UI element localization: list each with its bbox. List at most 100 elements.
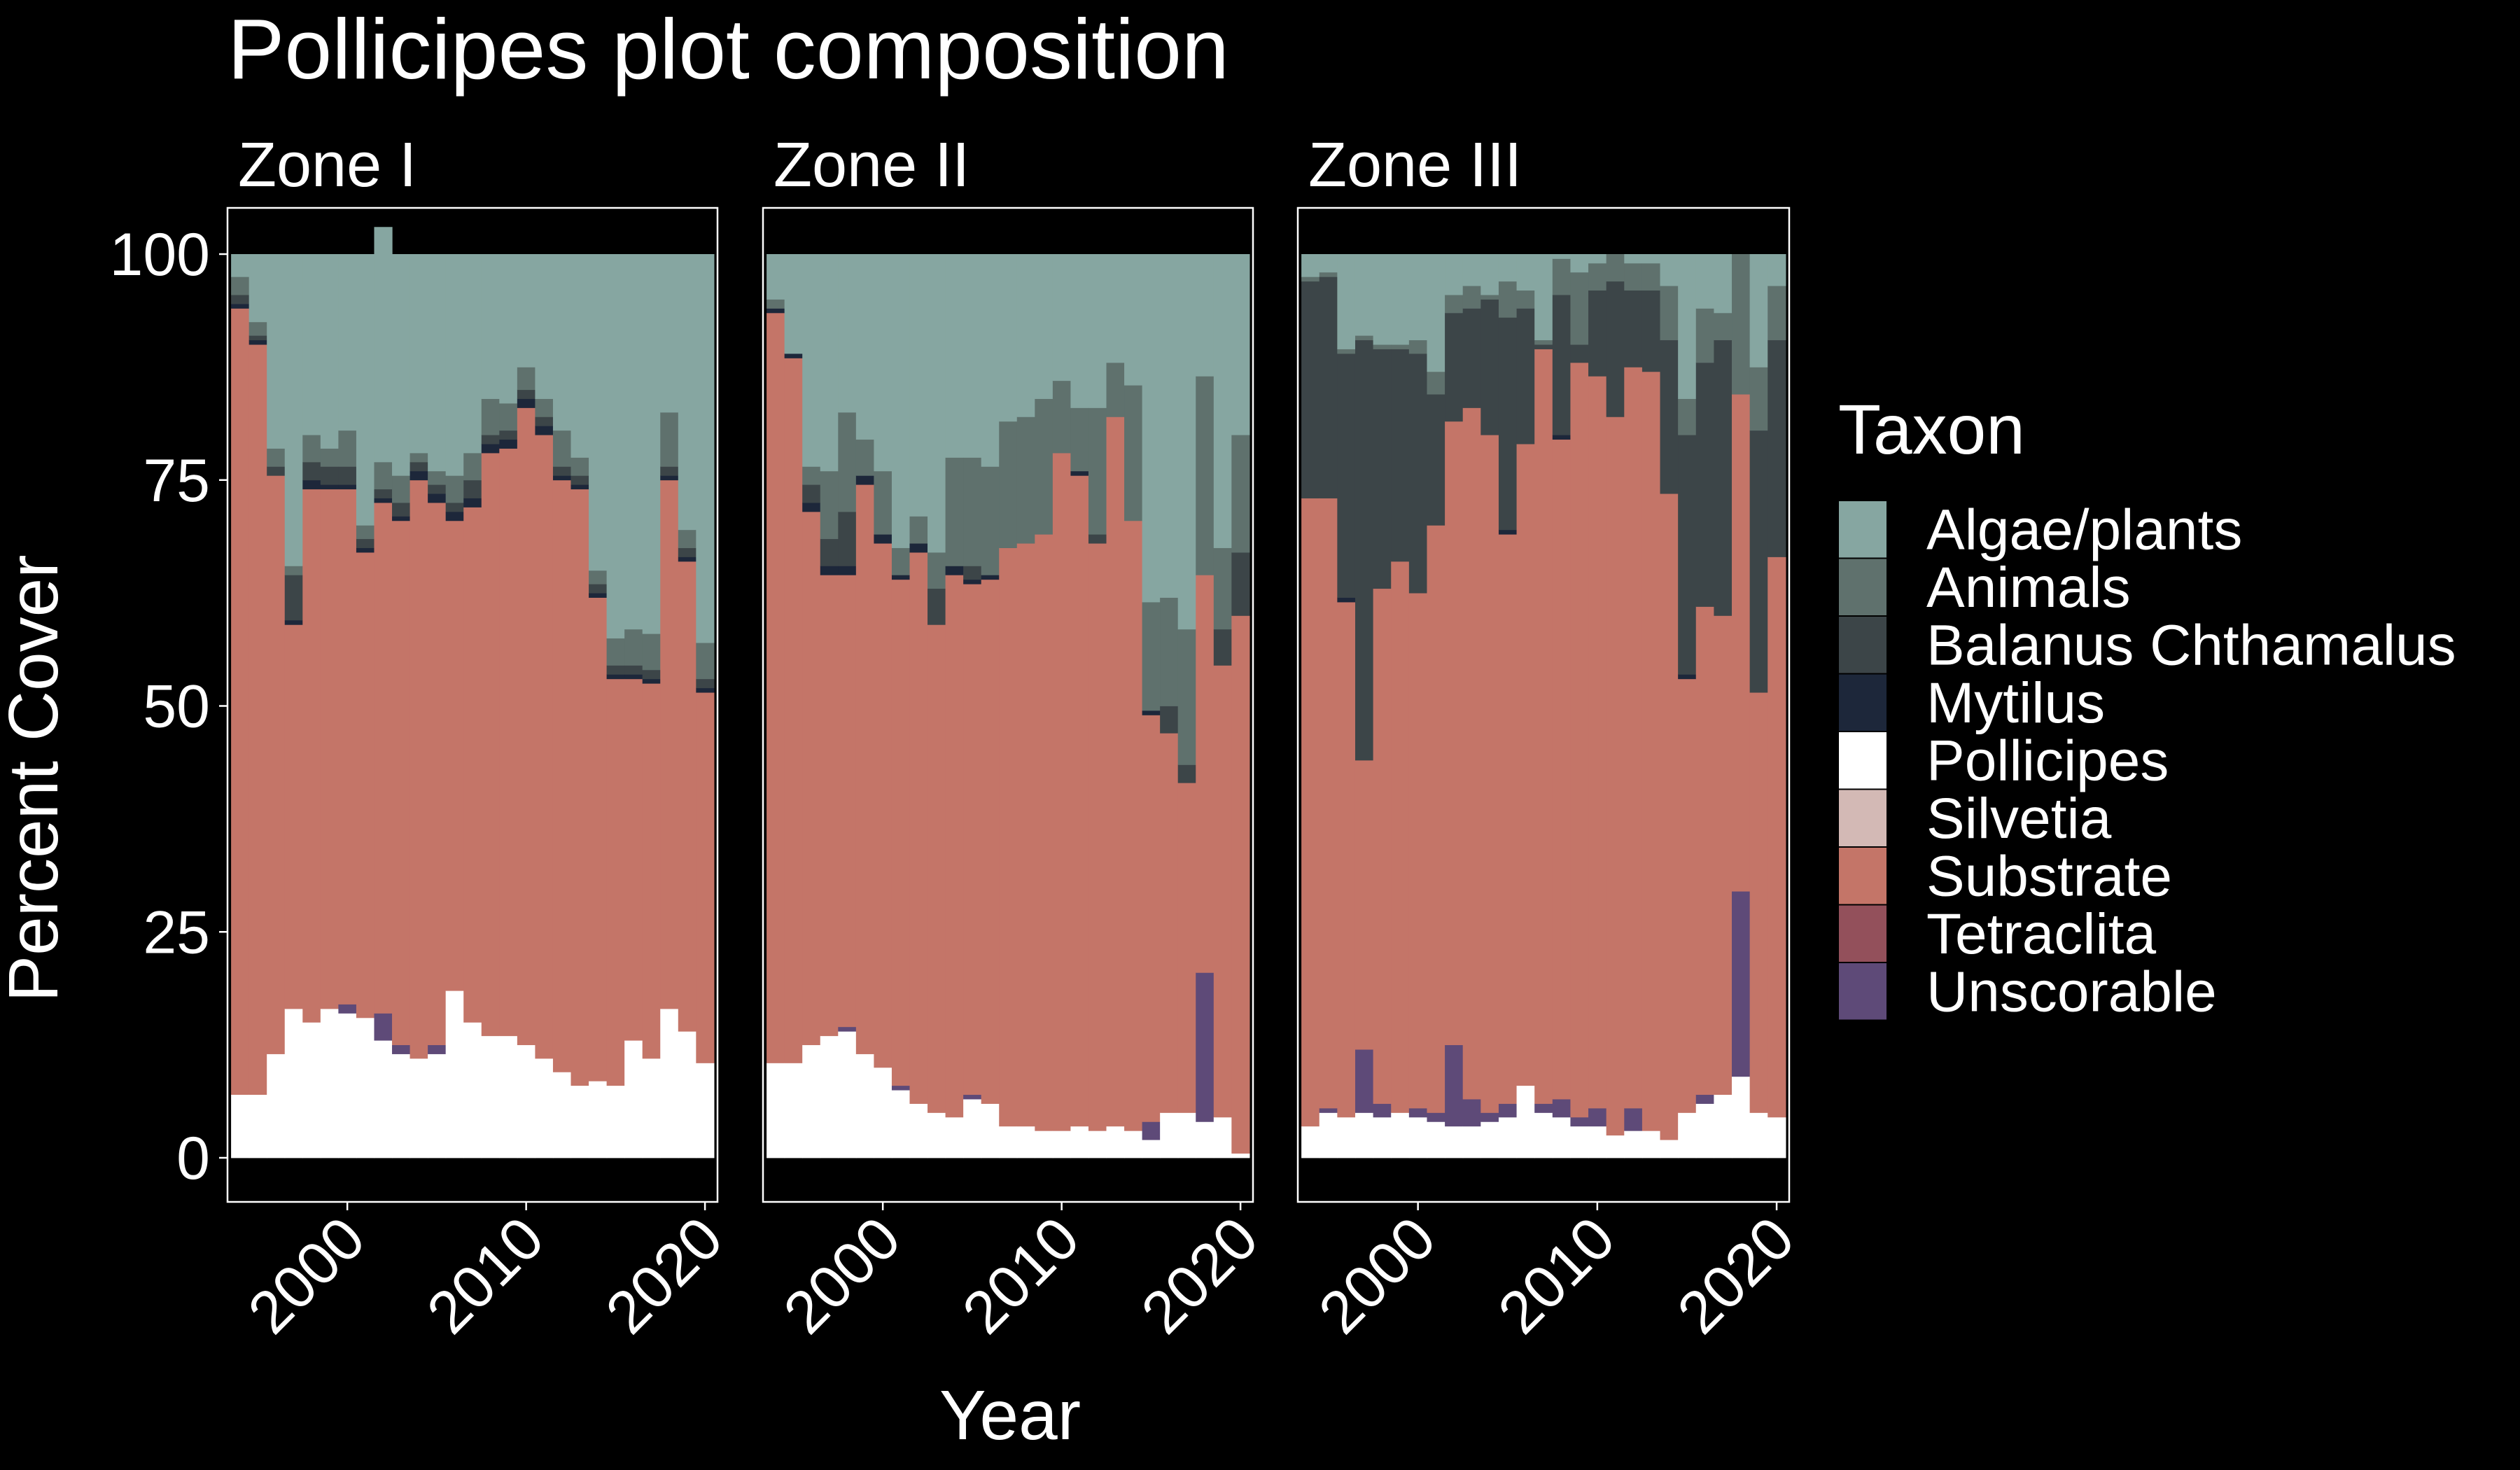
bar-segment xyxy=(1354,340,1374,761)
bar-segment xyxy=(410,453,428,463)
bar-segment xyxy=(1642,371,1661,1131)
bar-segment xyxy=(678,1031,696,1158)
bar-segment xyxy=(499,439,518,449)
bar-segment xyxy=(1213,547,1232,630)
bar-segment xyxy=(1319,1107,1338,1113)
bar-segment xyxy=(1606,416,1625,1136)
bar-segment xyxy=(392,1044,411,1054)
bar-segment xyxy=(642,254,661,634)
bar-segment xyxy=(1660,340,1679,494)
legend-label: Algae/plants xyxy=(1926,498,2242,561)
bar-segment xyxy=(1070,470,1089,476)
bar-segment xyxy=(1070,407,1089,472)
bar-segment xyxy=(981,466,1000,575)
bar-segment xyxy=(696,643,715,680)
bar-segment xyxy=(999,254,1018,422)
bar-segment xyxy=(481,444,500,454)
panel-border xyxy=(1296,206,1791,1203)
bar-segment xyxy=(1678,674,1697,680)
bar-segment xyxy=(445,503,464,512)
bar-segment xyxy=(481,453,500,1037)
bar-segment xyxy=(642,669,661,680)
bar-segment xyxy=(1462,1099,1481,1127)
bar-segment xyxy=(284,575,303,621)
bar-segment xyxy=(1319,1112,1338,1158)
bar-segment xyxy=(660,1008,679,1158)
bar-segment xyxy=(1642,1130,1661,1158)
bar-segment xyxy=(1534,254,1553,341)
bar-segment xyxy=(1301,498,1320,1127)
bars-group xyxy=(1301,254,1786,1158)
bar-segment xyxy=(1462,254,1481,286)
bar-segment xyxy=(696,687,715,693)
bar-segment xyxy=(1231,615,1250,1154)
bar-segment xyxy=(1177,629,1196,765)
bar-segment xyxy=(1768,286,1786,341)
bar-segment xyxy=(1480,1112,1499,1122)
bar-segment xyxy=(1427,1121,1446,1158)
bar-segment xyxy=(1768,556,1786,1118)
bar-segment xyxy=(1070,1126,1089,1158)
bar-segment xyxy=(624,678,643,1041)
bar-segment xyxy=(624,665,643,675)
bar-segment xyxy=(410,470,428,481)
bar-segment xyxy=(999,1126,1018,1158)
bar-segment xyxy=(1160,597,1179,706)
bar-segment xyxy=(1498,1116,1518,1158)
bar-segment xyxy=(1319,272,1338,277)
bar-segment xyxy=(642,678,661,684)
panel-border xyxy=(226,206,719,1203)
bar-segment xyxy=(927,552,946,589)
bar-segment xyxy=(570,457,589,476)
bar-segment xyxy=(267,448,286,467)
bar-segment xyxy=(1642,262,1661,291)
y-tick-label: 100 xyxy=(110,221,211,288)
bar-segment xyxy=(445,520,464,991)
bar-segment xyxy=(248,335,267,341)
bar-segment xyxy=(874,470,892,535)
bar-segment xyxy=(1552,295,1572,435)
bar-segment xyxy=(838,1031,857,1158)
bar-segment xyxy=(1480,295,1499,300)
bar-segment xyxy=(338,484,357,490)
bar-segment xyxy=(981,1103,1000,1158)
bar-segment xyxy=(1354,254,1374,336)
bar-segment xyxy=(284,1008,303,1158)
bar-segment xyxy=(1016,254,1035,417)
bar-segment xyxy=(445,511,464,522)
bar-segment xyxy=(1231,552,1250,616)
bar-segment xyxy=(248,344,267,1096)
legend-key xyxy=(1837,615,1888,675)
bar-segment xyxy=(1337,1116,1356,1158)
bar-segment xyxy=(1678,1112,1697,1158)
bar-segment xyxy=(678,547,696,557)
bar-segment xyxy=(820,538,839,566)
bar-segment xyxy=(445,254,464,476)
bar-segment xyxy=(1445,421,1464,1046)
facet-label: Zone II xyxy=(774,130,969,200)
bar-segment xyxy=(1714,340,1732,616)
bar-segment xyxy=(1337,254,1356,349)
bar-segment xyxy=(428,254,447,472)
bar-segment xyxy=(784,254,803,354)
bar-segment xyxy=(1142,1140,1161,1158)
bar-segment xyxy=(909,1103,928,1158)
bar-segment xyxy=(1088,254,1107,408)
bar-segment xyxy=(624,674,643,680)
bar-segment xyxy=(1427,371,1446,395)
bar-segment xyxy=(945,1116,964,1158)
bar-segment xyxy=(1408,593,1428,1109)
bar-segment xyxy=(1445,1126,1464,1158)
bar-segment xyxy=(1142,1121,1161,1140)
bar-segment xyxy=(1498,529,1518,535)
bar-segment xyxy=(1124,520,1143,1131)
bar-segment xyxy=(1373,254,1392,345)
bar-segment xyxy=(481,254,500,399)
bar-segment xyxy=(855,1054,874,1158)
bar-segment xyxy=(1749,692,1768,1113)
bar-segment xyxy=(517,254,536,368)
bar-segment xyxy=(1516,1085,1535,1158)
